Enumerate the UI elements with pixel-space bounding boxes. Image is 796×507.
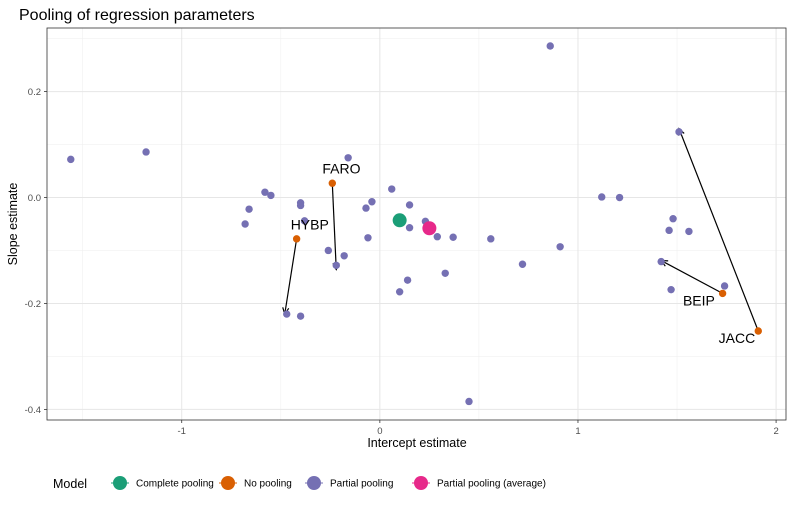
panel-border	[46, 27, 787, 421]
data-point	[142, 148, 150, 156]
data-point	[465, 397, 473, 406]
data-point	[296, 201, 305, 210]
legend-key	[113, 476, 127, 490]
data-point	[362, 204, 370, 212]
x-axis-ticks: -1 0 1 2	[177, 420, 779, 437]
annotations: HYBP FARO BEIP JACC	[291, 161, 756, 347]
data-point	[433, 233, 442, 241]
arrow-line	[678, 128, 759, 332]
data-point	[685, 227, 693, 236]
data-point	[422, 221, 437, 236]
data-point	[344, 154, 352, 162]
point-annotation: JACC	[719, 330, 756, 346]
x-tick-label: 2	[773, 426, 778, 437]
data-point	[518, 260, 527, 268]
data-point	[245, 205, 253, 213]
y-tick-label: -0.4	[25, 405, 41, 416]
chart-title: Pooling of regression parameters	[19, 7, 255, 24]
arrow-line	[331, 183, 337, 270]
data-point	[441, 269, 449, 277]
data-point	[67, 155, 75, 164]
data-point	[368, 198, 376, 206]
data-point	[261, 188, 269, 196]
data-point	[392, 213, 407, 228]
data-point	[332, 261, 340, 270]
data-point	[300, 217, 309, 225]
data-point	[665, 226, 673, 235]
data-point	[267, 191, 275, 200]
point-annotation: BEIP	[683, 293, 715, 309]
arrow-line	[284, 238, 298, 315]
x-tick-label: 1	[575, 426, 580, 437]
data-point	[283, 310, 291, 318]
data-point	[405, 201, 414, 209]
data-point	[296, 312, 305, 320]
data-point	[720, 282, 729, 290]
data-point	[669, 215, 677, 223]
legend-key	[414, 476, 428, 490]
data-point	[546, 42, 554, 50]
data-point	[667, 285, 675, 294]
legend-key	[221, 476, 235, 490]
data-point	[718, 289, 727, 298]
data-point	[388, 185, 396, 193]
y-axis-title: Slope estimate	[6, 183, 20, 266]
data-point	[292, 235, 301, 243]
legend-label: Partial pooling (average)	[437, 479, 546, 490]
data-point	[754, 327, 762, 335]
data-point	[241, 220, 249, 228]
legend-label: No pooling	[244, 479, 292, 490]
y-tick-label: -0.2	[25, 299, 41, 310]
x-tick-label: 0	[377, 426, 382, 437]
data-points	[67, 42, 762, 406]
data-point	[449, 233, 457, 241]
data-point	[487, 235, 495, 243]
data-point	[364, 234, 372, 242]
data-point	[556, 243, 564, 251]
legend-key	[307, 476, 321, 490]
data-point	[405, 224, 414, 232]
data-point	[395, 288, 404, 296]
grid-lines	[47, 28, 786, 420]
legend-title: Model	[53, 477, 87, 491]
legend-label: Complete pooling	[136, 479, 214, 490]
y-axis-ticks: -0.4 -0.2 0.0 0.2	[25, 87, 47, 416]
x-tick-label: -1	[177, 426, 185, 437]
data-point	[340, 252, 348, 260]
x-axis-title: Intercept estimate	[367, 436, 466, 450]
data-point	[403, 276, 412, 284]
data-point	[328, 179, 336, 187]
point-annotation: FARO	[322, 161, 360, 177]
y-tick-label: 0.0	[28, 193, 41, 204]
data-point	[324, 246, 333, 255]
data-point	[598, 193, 606, 201]
legend-label: Partial pooling	[330, 479, 393, 490]
y-tick-label: 0.2	[28, 87, 41, 98]
point-annotation: HYBP	[291, 216, 329, 232]
arrow-line	[660, 260, 723, 294]
data-point	[657, 257, 665, 266]
legend: Model Complete pooling No pooling Partial …	[53, 476, 546, 491]
data-point	[615, 193, 624, 202]
data-point	[675, 128, 683, 136]
